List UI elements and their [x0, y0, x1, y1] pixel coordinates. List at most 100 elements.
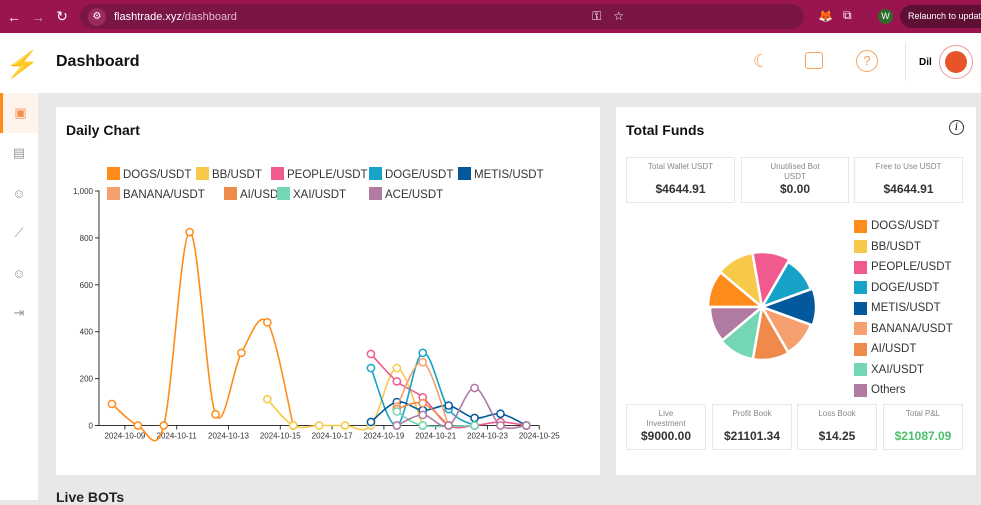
y-tick-label: 1,000: [73, 187, 94, 196]
legend-label: BB/USDT: [212, 169, 262, 181]
legend-label: XAI/USDT: [871, 363, 925, 376]
data-point: [185, 227, 194, 237]
legend-label: BANANA/USDT: [871, 322, 953, 335]
legend-swatch: [854, 240, 867, 254]
stat-live-investment: Live Investment $9000.00: [626, 404, 706, 450]
flashtrade-logo-icon[interactable]: ⚡: [3, 49, 42, 79]
x-tick-label: 2024-10-17: [312, 432, 353, 441]
legend-item[interactable]: METIS/USDT: [854, 298, 953, 319]
legend-label: DOGE/USDT: [385, 169, 453, 181]
moon-icon[interactable]: ☾: [752, 51, 770, 71]
bookmark-star-icon[interactable]: ☆: [613, 9, 624, 23]
legend-item[interactable]: XAI/USDT: [854, 360, 953, 381]
extensions-puzzle-icon[interactable]: ⧉: [843, 8, 852, 22]
data-point: [392, 421, 402, 430]
data-point: [237, 348, 246, 358]
legend-item[interactable]: BB/USDT: [854, 237, 953, 258]
legend-item[interactable]: DOGS/USDT: [854, 216, 953, 237]
y-tick-label: 0: [89, 422, 94, 431]
stat-total-wallet: Total Wallet USDT $4644.91: [626, 157, 735, 203]
password-key-icon[interactable]: ⚿: [592, 9, 602, 23]
info-icon[interactable]: i: [949, 120, 964, 135]
data-point: [418, 398, 428, 408]
legend-swatch: [854, 383, 867, 397]
legend-swatch: [271, 167, 284, 180]
legend-swatch: [854, 301, 867, 315]
logout-icon: ⇥: [13, 305, 25, 320]
sidebar-item-bots-2[interactable]: ☺: [0, 253, 38, 293]
legend-label: DOGS/USDT: [123, 169, 191, 181]
profile-avatar[interactable]: W: [878, 9, 893, 24]
y-tick-label: 200: [80, 375, 94, 384]
legend-label: PEOPLE/USDT: [287, 169, 368, 181]
browser-toolbar: ← → ↻ ⚙ flashtrade.xyz/dashboard ⚿ ☆ 🦊 ⧉ …: [0, 0, 981, 33]
daily-chart-title: Daily Chart: [66, 122, 140, 138]
reload-icon[interactable]: ↻: [56, 8, 68, 24]
stat-value: $21101.34: [723, 429, 781, 443]
legend-label: DOGE/USDT: [871, 281, 940, 294]
legend-label: Others: [871, 384, 906, 397]
daily-chart-card: Daily Chart 0 200 400 600 800 1,000 2024-10-09…: [56, 107, 600, 475]
stat-label: Live Investment: [646, 409, 686, 428]
legend-item[interactable]: Others: [854, 380, 953, 401]
data-point: [366, 349, 376, 359]
help-icon[interactable]: ?: [856, 50, 878, 72]
data-point: [392, 363, 402, 373]
divider: [905, 43, 906, 81]
x-tick-label: 2024-10-13: [208, 432, 249, 441]
sidebar-item-analytics[interactable]: ⟋: [0, 213, 38, 253]
legend-item[interactable]: DOGE/USDT: [854, 278, 953, 299]
sidebar-item-logout[interactable]: ⇥: [0, 293, 38, 333]
data-point: [211, 409, 220, 419]
legend-swatch: [458, 167, 471, 180]
data-point: [314, 421, 324, 430]
site-settings-icon[interactable]: ⚙: [88, 7, 106, 26]
data-point: [496, 421, 505, 430]
metamask-extension-icon[interactable]: 🦊: [818, 9, 833, 23]
legend-swatch: [196, 167, 209, 180]
x-tick-label: 2024-10-19: [363, 432, 404, 441]
user-name[interactable]: Dil: [919, 57, 932, 68]
report-icon: ▤: [12, 145, 26, 160]
wallet-icon[interactable]: [805, 52, 823, 69]
app-header: ⚡ Dashboard ☾ ? Dil: [0, 33, 981, 93]
legend-label: BB/USDT: [871, 240, 921, 253]
address-bar[interactable]: ⚙ flashtrade.xyz/dashboard ⚿ ☆: [80, 4, 804, 29]
total-funds-card: Total Funds i Total Wallet USDT $4644.91 …: [616, 107, 976, 475]
user-avatar[interactable]: [939, 45, 973, 79]
legend-item[interactable]: PEOPLE/USDT: [854, 257, 953, 278]
x-tick-label: 2024-10-25: [519, 432, 560, 441]
legend-label: METIS/USDT: [871, 302, 941, 315]
data-point: [418, 357, 428, 367]
sidebar-item-reports[interactable]: ▤: [0, 133, 38, 173]
y-tick-label: 600: [80, 281, 94, 290]
stat-label: Free to Use USDT: [875, 162, 942, 171]
live-bots-title: Live BOTs: [56, 489, 125, 505]
stat-value: $0.00: [779, 182, 811, 196]
daily-line-chart: 0 200 400 600 800 1,000 2024-10-09 2024-10-11 20…: [73, 167, 560, 442]
legend-swatch: [369, 167, 382, 180]
x-tick-label: 2024-10-21: [415, 432, 456, 441]
legend-item[interactable]: AI/USDT: [854, 339, 953, 360]
data-point: [470, 413, 479, 423]
legend-swatch: [277, 187, 290, 200]
sidebar-item-dashboard[interactable]: ▣: [0, 93, 38, 133]
page-title: Dashboard: [56, 53, 140, 70]
legend-item[interactable]: BANANA/USDT: [854, 319, 953, 340]
data-point: [418, 348, 428, 358]
back-icon[interactable]: ←: [7, 8, 21, 25]
legend-label: DOGS/USDT: [871, 220, 940, 233]
sidebar-item-bots[interactable]: ☺: [0, 173, 38, 213]
stat-total-pnl: Total P&L $21087.09: [883, 404, 963, 450]
data-point: [444, 401, 453, 410]
data-point: [418, 421, 428, 430]
url-path: /dashboard: [181, 10, 237, 23]
url-host: flashtrade.xyz: [114, 10, 182, 23]
series-line-dogs: [111, 231, 295, 442]
robot-avatar-icon: [945, 51, 967, 73]
relaunch-button[interactable]: Relaunch to update: [900, 5, 981, 28]
pie-legend: DOGS/USDT BB/USDT PEOPLE/USDT DOGE/USDT METI…: [854, 216, 953, 401]
pie-slice-others: [708, 305, 764, 342]
legend-swatch: [107, 167, 120, 180]
forward-icon[interactable]: →: [31, 8, 45, 25]
